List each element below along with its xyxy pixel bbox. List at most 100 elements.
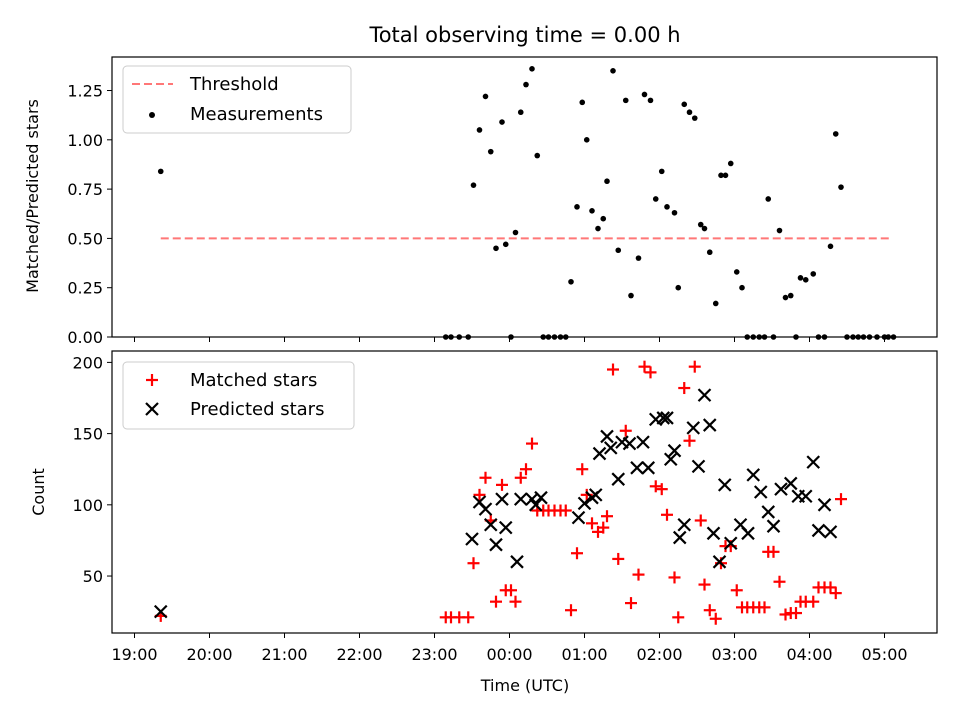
measurement-point — [502, 241, 509, 248]
measurement-point — [589, 208, 595, 214]
measurement-point — [810, 271, 817, 277]
matched-star-point — [703, 604, 716, 617]
predicted-star-point — [534, 490, 548, 505]
top-y-tick-label: 1.00 — [67, 131, 103, 150]
measurement-point — [615, 247, 622, 254]
measurement-point — [579, 99, 586, 106]
bottom-axes-frame — [111, 350, 938, 634]
matched-star-point — [509, 595, 522, 608]
predicted-star-point — [465, 532, 479, 546]
measurement-point — [787, 292, 794, 299]
matched-star-point — [767, 545, 780, 558]
predicted-star-point — [483, 517, 498, 532]
predicted-star-point — [672, 530, 687, 545]
bottom-plot-marks — [153, 360, 847, 625]
predicted-star-point — [697, 388, 712, 402]
predicted-star-point — [611, 472, 626, 486]
predicted-star-point — [636, 435, 650, 449]
measurement-point — [529, 66, 535, 72]
measurement-point — [470, 182, 477, 188]
matched-star-point — [559, 504, 572, 517]
matched-star-point — [807, 595, 820, 608]
bottom-legend: Matched stars Predicted stars — [122, 361, 355, 430]
measurement-point — [523, 81, 529, 88]
matched-star-point — [565, 604, 577, 617]
predicted-star-point — [706, 526, 721, 541]
measurement-point — [482, 93, 489, 100]
predicted-star-point — [588, 488, 603, 502]
predicted-star-point — [741, 526, 755, 541]
matched-star-point — [601, 510, 613, 523]
predicted-star-point — [603, 441, 618, 455]
matched-star-point — [638, 360, 651, 373]
predicted-star-point — [667, 443, 682, 458]
predicted-star-point — [723, 536, 738, 551]
bottom-x-tick-label: 20:00 — [186, 645, 232, 664]
matched-star-point — [730, 584, 743, 597]
measurement-point — [675, 284, 682, 291]
bottom-x-tick-label: 19:00 — [111, 645, 157, 664]
predicted-star-point — [513, 492, 528, 506]
bottom-x-tick-label: 23:00 — [411, 645, 457, 664]
measurement-point — [765, 196, 772, 202]
bottom-y-tick-label: 150 — [72, 425, 103, 444]
predicted-star-point — [528, 498, 543, 512]
measurement-point — [583, 137, 590, 143]
top-y-tick-label: 0.25 — [67, 279, 103, 298]
matched-legend-label: Matched stars — [190, 370, 317, 391]
predicted-star-point — [489, 537, 503, 552]
predicted-star-point — [571, 510, 586, 525]
predicted-star-point — [656, 411, 671, 425]
measurement-point — [476, 127, 483, 133]
predicted-star-point — [811, 523, 826, 538]
measurement-point — [487, 148, 494, 155]
bottom-panel: 50 100 150 200 Count 19:00 20:00 21:00 22:00 23… — [29, 350, 938, 695]
top-y-ticks: 0.00 0.25 0.50 0.75 1.00 1.25 — [67, 82, 112, 347]
matched-star-point — [505, 584, 517, 597]
measurement-point — [827, 243, 834, 250]
predicted-star-point — [510, 555, 524, 569]
predicted-star-point — [798, 489, 813, 504]
measurement-point — [776, 227, 783, 234]
measurement-point — [658, 168, 665, 175]
predicted-star-point — [630, 461, 644, 475]
top-y-tick-label: 1.25 — [67, 82, 103, 101]
matched-star-point — [709, 612, 722, 625]
measurement-point — [493, 245, 499, 252]
measurement-point — [697, 221, 704, 228]
measurement-point — [712, 300, 719, 307]
measurement-point — [628, 292, 634, 299]
measurement-point — [722, 172, 729, 179]
predicted-star-point — [817, 498, 832, 512]
measurement-point — [664, 204, 670, 210]
predicted-star-point — [660, 411, 674, 425]
matched-star-point — [625, 597, 637, 610]
matched-star-point — [672, 611, 685, 624]
chart-title: Total observing time = 0.00 h — [368, 23, 680, 47]
matched-star-point — [597, 521, 610, 534]
bottom-x-tick-label: 22:00 — [336, 645, 382, 664]
matched-star-point — [520, 463, 532, 476]
predicted-star-point — [717, 478, 732, 492]
predicted-star-point — [478, 502, 493, 516]
top-legend: Threshold Measurements — [122, 65, 352, 134]
measurement-point — [517, 109, 524, 116]
matched-star-point — [694, 514, 707, 527]
measurement-point — [641, 91, 648, 98]
measurement-point — [739, 284, 745, 291]
top-legend-box — [122, 65, 352, 134]
matched-star-point — [607, 363, 619, 376]
measurement-point — [706, 249, 713, 256]
predicted-star-point — [622, 436, 637, 451]
matched-star-point — [496, 478, 508, 491]
bottom-y-tick-label: 50 — [83, 567, 103, 586]
matched-star-point — [661, 508, 673, 521]
matched-star-point — [758, 601, 771, 614]
predicted-legend-label: Predicted stars — [190, 399, 324, 420]
matched-star-point — [698, 578, 711, 591]
bottom-x-tick-label: 00:00 — [486, 645, 532, 664]
predicted-star-point — [746, 468, 761, 482]
matched-star-point — [688, 360, 701, 373]
matched-star-point — [824, 581, 837, 594]
